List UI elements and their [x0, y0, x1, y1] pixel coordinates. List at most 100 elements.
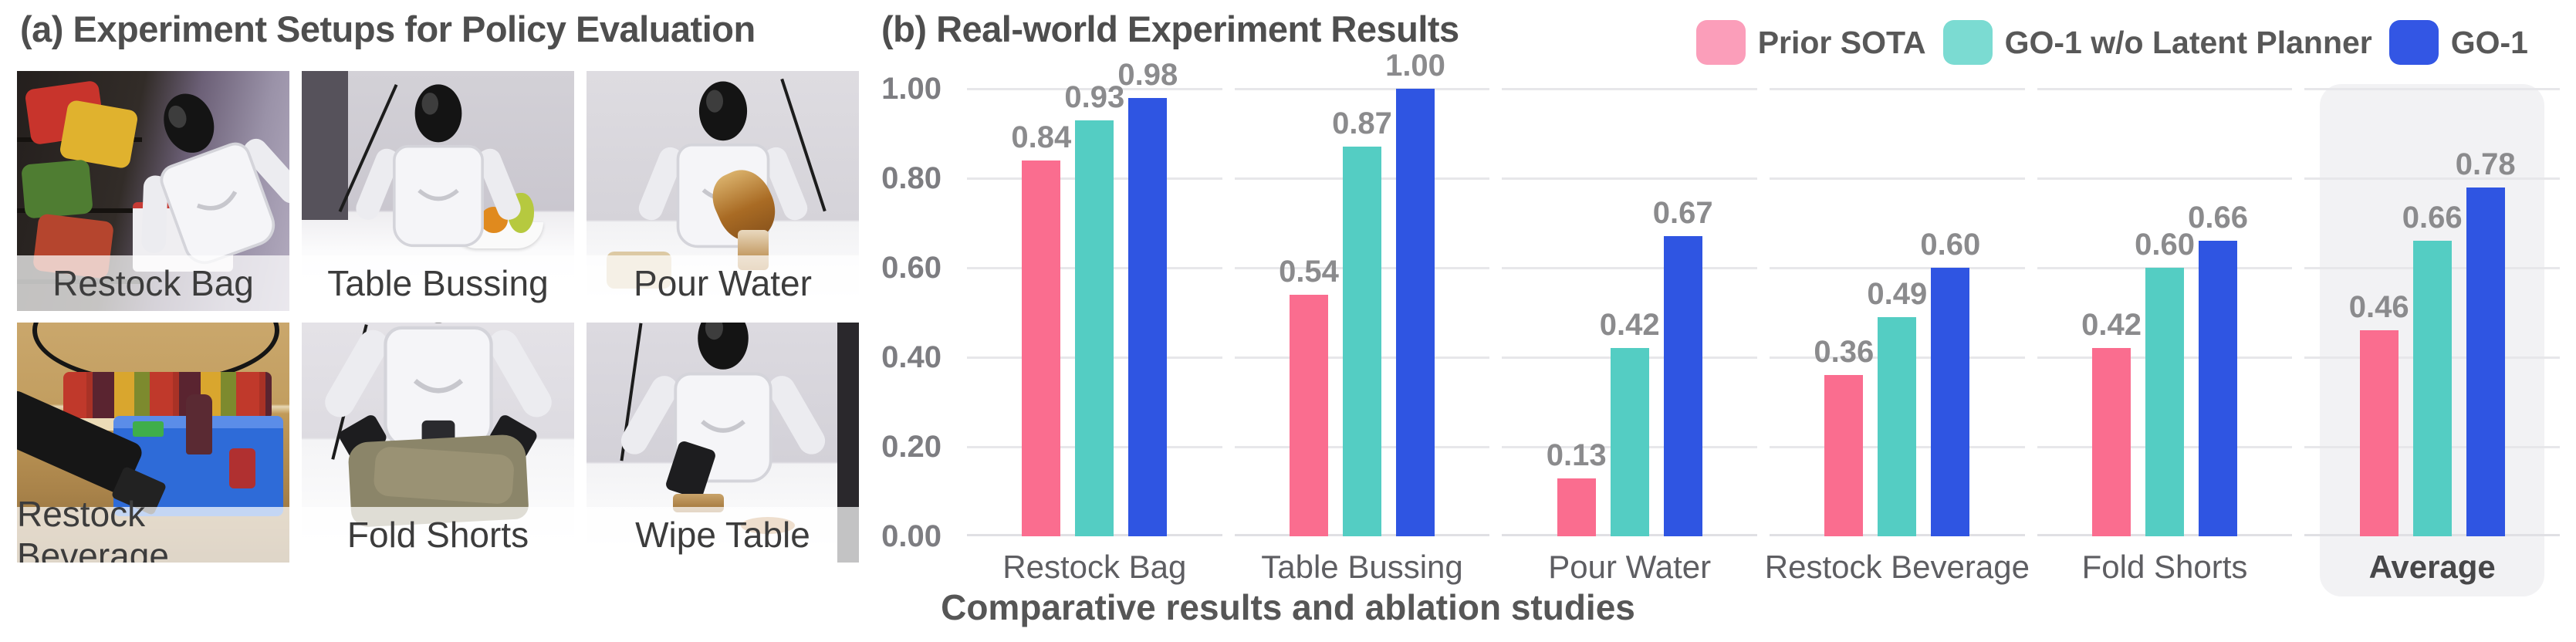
legend-item: GO-1 w/o Latent Planner	[1942, 20, 2372, 65]
bar-value-label: 0.42	[2081, 308, 2142, 343]
legend-label: Prior SOTA	[1757, 24, 1926, 60]
bar-group: 0.13 0.42 0.67	[1547, 198, 1713, 536]
bar-go-1-w-o-latent-planner: 0.60	[2135, 229, 2195, 536]
photo-label: Wipe Table	[587, 507, 859, 563]
legend-swatch	[1942, 20, 1993, 65]
panel-a-title: (a) Experiment Setups for Policy Evaluat…	[20, 8, 756, 49]
gridline	[2037, 177, 2293, 180]
bar-go-1: 0.60	[1920, 229, 1980, 536]
photo-label-text: Pour Water	[634, 263, 812, 303]
legend-label: GO-1	[2450, 24, 2528, 60]
x-axis-label: Pour Water	[1548, 549, 1712, 585]
bar-group: 0.54 0.87 1.00	[1279, 50, 1445, 536]
y-axis-tick-label: 0.80	[881, 161, 941, 195]
bar-group: 0.46 0.66 0.78	[2349, 149, 2516, 536]
bar-go-1: 1.00	[1385, 50, 1445, 536]
legend-item: GO-1	[2388, 20, 2528, 65]
photo-label-text: Table Bussing	[327, 263, 549, 303]
photo-label-text: Restock Beverage	[17, 494, 169, 563]
bar-go-1-w-o-latent-planner: 0.93	[1064, 82, 1124, 536]
photo-label-text: Wipe Table	[635, 515, 810, 555]
chart-legend: Prior SOTA GO-1 w/o Latent Planner GO-1	[1695, 20, 2528, 65]
bar-go-1-w-o-latent-planner: 0.49	[1867, 279, 1927, 536]
bar-value-label: 1.00	[1385, 49, 1445, 83]
y-axis-ticks: 0.00 0.20 0.40 0.60 0.80 1.00	[772, 73, 941, 552]
experiment-photo-grid: Restock Bag Table Bussing	[17, 71, 860, 563]
x-axis-label: Average	[2368, 549, 2496, 585]
robot-illustration	[141, 93, 289, 265]
bar-value-label: 0.60	[1920, 228, 1981, 262]
chart-group: 0.36 0.49 0.60 Restock Beverage	[1765, 87, 2030, 585]
bar-go-1: 0.98	[1117, 59, 1178, 536]
bar-value-label: 0.60	[2135, 228, 2195, 262]
gridline	[1502, 266, 1758, 269]
gridline	[1770, 177, 2025, 180]
photo-label: Restock Bag	[17, 255, 289, 311]
legend-swatch	[2388, 20, 2439, 65]
photo-fold-shorts: Fold Shorts	[302, 323, 574, 563]
bar-group: 0.36 0.49 0.60	[1814, 229, 1980, 536]
chart-group: 0.84 0.93 0.98 Restock Bag	[967, 59, 1222, 585]
gridline	[2037, 87, 2293, 90]
bar-value-label: 0.36	[1814, 335, 1875, 370]
x-axis-label: Restock Beverage	[1764, 549, 2030, 585]
bottle-illustration	[186, 394, 212, 454]
bar-go-1-w-o-latent-planner: 0.42	[1600, 309, 1660, 536]
bar-group: 0.42 0.60 0.66	[2081, 202, 2248, 536]
legend-swatch	[1695, 20, 1746, 65]
bar-prior-sota: 0.84	[1011, 122, 1071, 536]
gridline	[1770, 266, 2025, 269]
bar-value-label: 0.13	[1546, 438, 1607, 472]
x-axis-label: Fold Shorts	[2081, 549, 2248, 585]
chart-group: 0.54 0.87 1.00 Table Bussing	[1234, 50, 1490, 585]
bar-value-label: 0.87	[1332, 106, 1392, 141]
photo-restock-beverage: Restock Beverage	[17, 323, 289, 563]
bar-prior-sota: 0.42	[2081, 309, 2142, 536]
photo-table-bussing: Table Bussing	[302, 71, 574, 311]
gridline	[1502, 87, 1758, 90]
bar-value-label: 0.49	[1867, 276, 1928, 311]
photo-label: Fold Shorts	[302, 507, 574, 563]
bar-go-1: 0.78	[2456, 149, 2516, 536]
bar-value-label: 0.93	[1064, 79, 1125, 114]
x-axis-label: Restock Bag	[1002, 549, 1187, 585]
bar-value-label: 0.42	[1599, 308, 1660, 343]
gridline	[1234, 87, 1490, 90]
gridline	[2304, 87, 2561, 90]
photo-label: Restock Beverage	[17, 494, 289, 563]
gridline	[1770, 87, 2025, 90]
bar-go-1: 0.66	[2188, 202, 2248, 536]
photo-pour-water: Pour Water	[587, 71, 859, 311]
bar-chart: 0.84 0.93 0.98 Restock Bag 0.54 0.87 1.00 Table…	[961, 50, 2566, 596]
y-axis-tick-label: 0.00	[881, 519, 941, 553]
photo-restock-bag: Restock Bag	[17, 71, 289, 311]
figure-caption: Comparative results and ablation studies	[941, 587, 1635, 627]
wall-corner-illustration	[302, 71, 348, 220]
can-row-illustration	[63, 372, 272, 420]
x-axis-label: Table Bussing	[1261, 549, 1463, 585]
can-illustration	[229, 448, 255, 488]
chart-group: 0.46 0.66 0.78 Average	[2304, 84, 2561, 596]
bar-go-1-w-o-latent-planner: 0.66	[2402, 202, 2463, 536]
photo-label: Table Bussing	[302, 255, 574, 311]
chart-group: 0.42 0.60 0.66 Fold Shorts	[2037, 87, 2293, 585]
y-axis-tick-label: 1.00	[881, 72, 941, 106]
robot-illustration	[355, 84, 521, 248]
bar-value-label: 0.66	[2188, 201, 2248, 235]
bar-value-label: 0.84	[1011, 120, 1072, 154]
photo-label-text: Fold Shorts	[347, 515, 529, 555]
bar-value-label: 0.78	[2455, 147, 2516, 181]
bar-group: 0.84 0.93 0.98	[1011, 59, 1178, 536]
snack-bag-illustration	[21, 159, 93, 219]
bar-prior-sota: 0.54	[1279, 256, 1339, 536]
bar-value-label: 0.66	[2402, 201, 2463, 235]
y-axis-tick-label: 0.40	[881, 340, 941, 374]
photo-wipe-table: Wipe Table	[587, 323, 859, 563]
price-tag-illustration	[133, 421, 164, 437]
bar-go-1: 0.67	[1653, 198, 1713, 536]
gridline	[2304, 177, 2561, 180]
bar-prior-sota: 0.36	[1814, 336, 1874, 536]
chart-group: 0.13 0.42 0.67 Pour Water	[1502, 87, 1758, 585]
robot-illustration	[324, 323, 552, 449]
